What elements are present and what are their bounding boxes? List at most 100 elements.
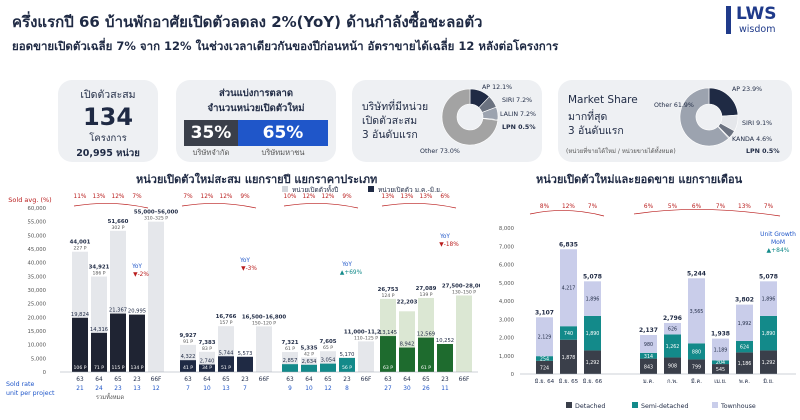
sold-rate-3-2: 26 (422, 386, 430, 392)
pie-units-card: บริษัทที่มีหน่วย เปิดตัวสะสม 3 อันดับแรก… (352, 80, 542, 162)
sold-avg-0-0: 11% (74, 194, 87, 200)
label-h1-0-3: 20,995 (128, 309, 146, 315)
bar-h1-3-0 (380, 336, 396, 372)
right-ytick: 2,000 (499, 336, 515, 342)
sold-avg-2-0: 10% (284, 194, 297, 200)
sold-rate-1-0: 7 (186, 386, 190, 392)
month-tick-6: เม.ย. (714, 379, 727, 385)
left-ytick: 55,000 (27, 220, 46, 226)
kpi-cumulative-card: เปิดตัวสะสม 134 โครงการ 20,995 หน่วย (58, 80, 158, 162)
sold-avg-2-3: 9% (342, 194, 352, 200)
pie-share-card: Market Share มากที่สุด 3 อันดับแรก (หน่ว… (558, 80, 792, 162)
left-ytick: 60,000 (27, 206, 46, 212)
label-full-year-2-1: 5,335 (300, 345, 317, 351)
bar-semi-4 (664, 334, 681, 358)
label-h1-1-0: 4,322 (181, 354, 196, 360)
kpi-share-title-1: ส่วนแบ่งการตลาด (218, 88, 294, 99)
label-townhouse-4: 626 (668, 327, 677, 333)
kpi-cumulative-projects: โครงการ (89, 133, 127, 144)
sold-rate-0-3: 13 (133, 386, 141, 392)
bar-townhouse-4 (664, 322, 681, 335)
pie-units-line3: 3 อันดับแรก (362, 129, 418, 141)
label-h1-3-1: 8,942 (400, 342, 415, 348)
pie-share-note: (หน่วยที่ขายได้ใหม่ / หน่วยขายได้ทั้งหมด… (566, 148, 676, 155)
label-semi-2: 1,890 (586, 331, 600, 337)
xtick-0-4: 66F (151, 377, 162, 383)
kpi-cumulative-units: 20,995 หน่วย (76, 148, 140, 159)
sold-avg-label: Sold avg. (%) (8, 196, 51, 204)
bar-semi-2 (584, 315, 601, 351)
left-ytick: 25,000 (27, 302, 46, 308)
xtick-2-3: 23 (343, 377, 351, 383)
label-h1-projects-2-3: 56 P (342, 365, 352, 371)
bar-h1-0-3 (129, 314, 145, 372)
mom-label: MoM (771, 239, 785, 246)
label-h1-3-0: 13,145 (379, 330, 397, 336)
left-ytick: 30,000 (27, 288, 46, 294)
bar-full-year-1-4 (256, 326, 272, 372)
sold-rate-0-4: 12 (152, 386, 160, 392)
sold-rate-2-2: 12 (324, 386, 332, 392)
label-h1-2-1: 2,634 (302, 359, 318, 365)
bar-detached-2 (584, 350, 601, 374)
label-full-year-0-1: 34,921 (89, 265, 110, 271)
xtick-1-2: 65 (222, 377, 230, 383)
label-full-year-1-2: 16,766 (216, 314, 237, 320)
label-detached-1: 1,878 (562, 355, 576, 361)
monthly-launch-chart: 8,000 7,000 6,000 5,000 4,000 3,000 2,000 1,000… (499, 204, 796, 410)
month-tick-8: มิ.ย. (763, 378, 774, 385)
pie-units-slice-label-0: AP 12.1% (482, 84, 513, 91)
pie-units-slice-label-3: LPN 0.5% (502, 124, 536, 131)
left-ytick: 10,000 (27, 343, 46, 349)
bar-h1-2-1 (301, 364, 317, 372)
pie-share-line1: Market Share (568, 94, 638, 106)
pie-share-chart (679, 87, 739, 147)
label-detached-3: 843 (644, 364, 653, 370)
bar-detached-8 (760, 350, 777, 374)
pie-share-slice-label-4: Other 61.9% (654, 102, 694, 109)
label-full-year-projects-0-1: 186 P (93, 271, 106, 277)
bar-townhouse-6 (712, 338, 729, 361)
legend-h1-swatch (368, 186, 374, 192)
month-tick-7: พ.ค. (739, 379, 750, 385)
label-full-year-3-2: 27,089 (416, 286, 437, 292)
label-full-year-projects-1-1: 83 P (202, 346, 212, 352)
bar-semi-3 (640, 352, 657, 359)
yoy-label-3: YoY (439, 234, 450, 240)
sold-avg-1-1: 12% (201, 194, 214, 200)
sold-avg-curve-3 (381, 203, 457, 209)
label-total-6: 1,938 (711, 331, 730, 338)
xtick-1-0: 63 (184, 377, 192, 383)
left-ytick: 35,000 (27, 274, 46, 280)
month-sold-avg-3: 6% (644, 204, 654, 210)
logo-text: LWS (736, 4, 777, 24)
label-full-year-projects-2-2: 65 P (323, 345, 333, 351)
yoy-label-2: YoY (341, 262, 352, 268)
xtick-3-1: 64 (403, 377, 411, 383)
pie-share-line2: มากที่สุด (568, 111, 608, 123)
label-townhouse-6: 1,189 (714, 347, 728, 353)
right-ytick: 5,000 (499, 281, 515, 287)
label-semi-0: 254 (540, 356, 549, 362)
label-full-year-projects-3-2: 139 P (420, 292, 433, 298)
left-ytick: 5,000 (31, 356, 47, 362)
left-ytick: 45,000 (27, 247, 46, 253)
right-ytick: 0 (511, 372, 515, 378)
xtick-2-2: 65 (324, 377, 332, 383)
label-full-year-3-4: 27,500–28,000 (442, 283, 480, 289)
month-tick-4: ก.พ. (667, 379, 678, 385)
label-detached-0: 724 (540, 365, 549, 371)
label-h1-projects-3-2: 61 P (421, 365, 431, 371)
label-semi-6: 204 (716, 360, 725, 366)
label-total-8: 5,078 (759, 273, 778, 280)
label-h1-1-1: 2,740 (200, 359, 215, 365)
left-ytick: 0 (43, 370, 47, 376)
xtick-0-1: 64 (95, 377, 103, 383)
bar-h1-2-3 (339, 357, 355, 372)
month-sold-avg-8: 7% (764, 204, 774, 210)
label-full-year-0-4: 55,000–56,000 (134, 210, 179, 216)
label-total-0: 3,107 (535, 309, 554, 316)
bar-detached-0 (536, 360, 553, 374)
left-chart-title: หน่วยเปิดตัวใหม่สะสม แยกรายปี แยกราคาประ… (136, 173, 378, 186)
kpi-share-card: ส่วนแบ่งการตลาด จำนวนหน่วยเปิดตัวใหม่ 35… (176, 80, 336, 162)
